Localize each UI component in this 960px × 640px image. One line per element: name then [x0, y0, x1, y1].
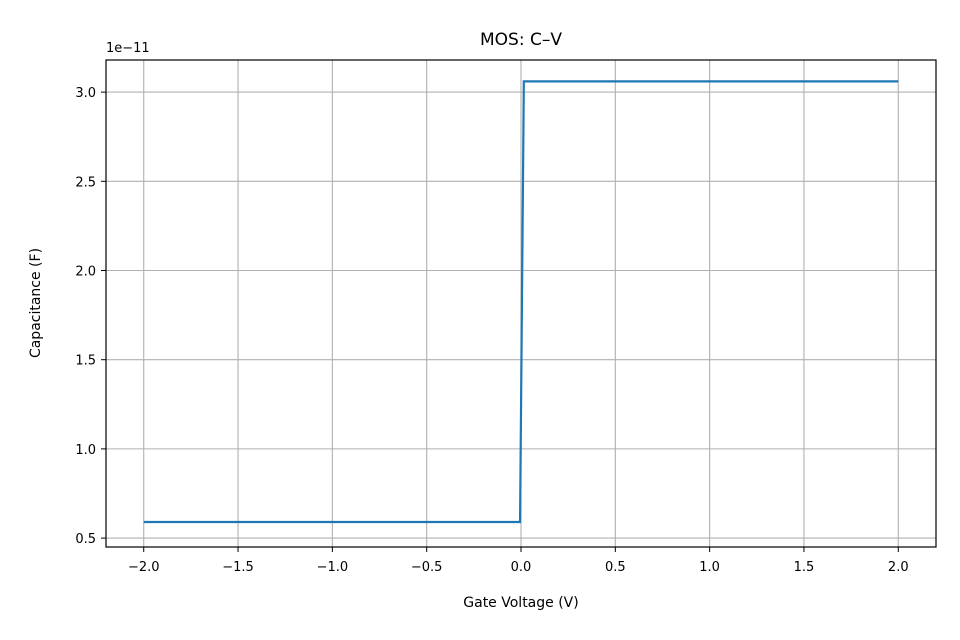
- y-tick-label: 3.0: [75, 86, 96, 101]
- series-line: [143, 80, 899, 524]
- y-tick-label: 1.5: [75, 354, 96, 369]
- x-tick-label: −0.5: [411, 560, 443, 575]
- x-tick-label: 2.0: [888, 560, 909, 575]
- chart-title: MOS: C–V: [480, 30, 562, 50]
- y-tick-label: 1.0: [75, 443, 96, 458]
- y-axis-offset-label: 1e−11: [106, 41, 150, 56]
- y-tick-label: 2.5: [75, 175, 96, 190]
- x-tick-label: −1.0: [317, 560, 349, 575]
- y-tick-label: 0.5: [75, 532, 96, 547]
- x-tick-label: −1.5: [222, 560, 254, 575]
- x-tick-label: 0.5: [605, 560, 626, 575]
- x-tick-label: 1.5: [794, 560, 815, 575]
- x-tick-label: 0.0: [511, 560, 532, 575]
- x-axis-label: Gate Voltage (V): [463, 595, 578, 611]
- x-axis-ticks: −2.0 −1.5 −1.0 −0.5 0.0 0.5 1.0 1.5 2.0: [128, 547, 909, 575]
- y-axis-label: Capacitance (F): [28, 248, 44, 358]
- y-tick-label: 2.0: [75, 264, 96, 279]
- x-tick-label: 1.0: [699, 560, 720, 575]
- x-tick-label: −2.0: [128, 560, 160, 575]
- y-axis-ticks: 0.5 1.0 1.5 2.0 2.5 3.0: [75, 86, 106, 547]
- series-layer: [143, 80, 899, 524]
